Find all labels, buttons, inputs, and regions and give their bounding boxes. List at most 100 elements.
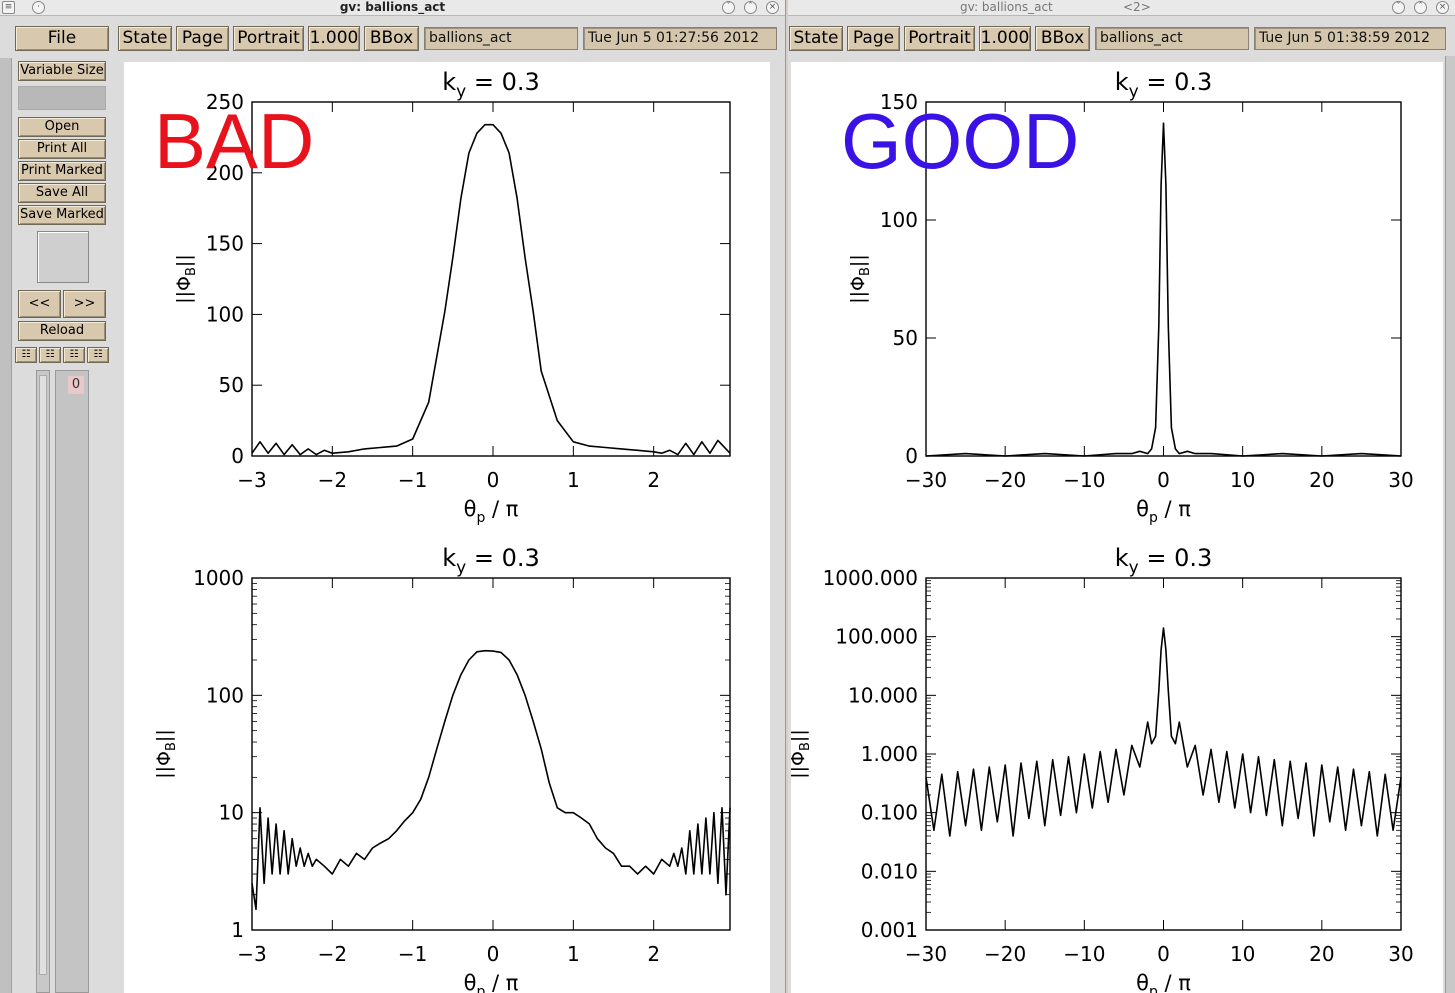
data-point (267, 452, 269, 454)
orientation-button[interactable]: Portrait (904, 26, 975, 51)
reload-button[interactable]: Reload (18, 321, 106, 341)
next-page-button[interactable]: >> (63, 290, 106, 318)
right-page-view[interactable]: ky = 0.3 −30 −20 −10 0 10 20 30 0 50 100 150 θp / π |… (791, 62, 1443, 993)
page-button[interactable]: Page (847, 26, 900, 51)
page-list-scrollbar[interactable] (36, 370, 50, 993)
x-tick-label: −30 (905, 942, 947, 966)
data-point (484, 124, 486, 126)
data-point (925, 776, 927, 778)
linear-good-plot: ky = 0.3 −30 −20 −10 0 10 20 30 0 50 100 150 θp / π |… (847, 68, 1414, 526)
data-point (1165, 649, 1167, 651)
bbox-button[interactable]: BBox (364, 26, 419, 51)
prev-page-button[interactable]: << (18, 290, 61, 318)
chart-title-sub: y (456, 558, 466, 578)
variable-size-button[interactable]: Variable Size (18, 61, 106, 81)
print-all-button[interactable]: Print All (18, 139, 106, 159)
scrollbar-thumb[interactable] (39, 375, 47, 975)
zoom-button[interactable]: 1.000 (308, 26, 360, 51)
data-point (1289, 760, 1291, 762)
data-point (1155, 427, 1156, 429)
data-point (677, 454, 679, 455)
x-axis-label-main: θ (464, 971, 477, 993)
shade-icon[interactable]: · (32, 1, 45, 14)
x-axis-label-rest: / π (485, 497, 518, 521)
x-tick-label: −1 (398, 468, 427, 492)
y-tick-label: 150 (206, 232, 244, 256)
y-axis-label: ||ΦB|| (153, 729, 179, 779)
scale-indicator (18, 86, 106, 110)
left-page-view[interactable]: ky = 0.3 −3 −2 −1 0 1 2 0 50 100 150 200 250 θp / π ||… (124, 62, 770, 993)
x-axis-label-main: θ (464, 497, 477, 521)
chart-title: ky = 0.3 (1115, 544, 1213, 578)
vertical-scrollbar[interactable] (1445, 56, 1455, 993)
page-list-item[interactable]: 0 (68, 376, 84, 394)
close-icon[interactable]: × (766, 1, 779, 14)
data-point (1345, 829, 1346, 831)
right-titlebar: gv: ballions_act <2> ˇ ˆ × (788, 0, 1455, 16)
toggle-odd-icon[interactable]: ☷ (15, 347, 37, 363)
data-point (492, 650, 494, 652)
data-point (1175, 743, 1176, 745)
data-point (1028, 818, 1030, 819)
data-point (681, 847, 683, 849)
y-axis-label-sub: B (184, 267, 199, 276)
chart-title-main: k (442, 68, 456, 96)
data-point (1060, 815, 1061, 816)
orientation-button[interactable]: Portrait (233, 26, 304, 51)
open-button[interactable]: Open (18, 117, 106, 137)
print-marked-button[interactable]: Print Marked (18, 161, 106, 181)
data-point (1158, 325, 1160, 327)
data-point (1068, 756, 1069, 758)
y-axis-label-end: || (791, 729, 809, 742)
good-overlay-label: GOOD (841, 97, 1080, 185)
data-point (516, 674, 518, 676)
data-point (725, 894, 727, 896)
data-point (1004, 764, 1006, 766)
y-tick-label: 10.000 (848, 683, 918, 707)
toggle-even-icon[interactable]: ☷ (39, 347, 61, 363)
y-tick-label: 1 (231, 918, 244, 942)
data-point (1353, 768, 1354, 770)
data-point (452, 257, 454, 259)
data-point (564, 812, 566, 814)
data-point (1281, 453, 1283, 454)
y-tick-label: 50 (893, 326, 918, 350)
bbox-button[interactable]: BBox (1035, 26, 1090, 51)
data-point (1376, 835, 1378, 837)
state-button[interactable]: State (118, 26, 172, 51)
data-point (1139, 766, 1141, 768)
page-panner[interactable] (37, 231, 89, 283)
data-point (1273, 759, 1275, 761)
data-point (1337, 766, 1339, 768)
unmark-all-icon[interactable]: ☷ (87, 347, 109, 363)
page-button[interactable]: Page (176, 26, 229, 51)
minimize-icon[interactable]: ˇ (722, 1, 735, 14)
window-menu-icon[interactable]: ≡ (2, 1, 15, 14)
data-point (372, 847, 373, 849)
data-point (1171, 735, 1172, 737)
data-point (685, 442, 687, 444)
data-point (669, 865, 671, 867)
chart-title-value: = 0.3 (466, 68, 540, 96)
data-point (468, 659, 470, 661)
save-all-button[interactable]: Save All (18, 183, 106, 203)
maximize-icon[interactable]: ˆ (1414, 1, 1427, 14)
data-point (1210, 749, 1212, 750)
data-point (1147, 453, 1149, 454)
chart-title: ky = 0.3 (442, 544, 540, 578)
save-marked-button[interactable]: Save Marked (18, 205, 106, 225)
x-axis-label: θp / π (464, 497, 519, 526)
file-menu-button[interactable]: File (15, 26, 109, 51)
y-axis-label: ||ΦB|| (173, 254, 199, 304)
minimize-icon[interactable]: ˇ (1392, 1, 1405, 14)
x-tick-label: −20 (984, 468, 1026, 492)
chart-title: ky = 0.3 (1115, 68, 1213, 102)
y-tick-label: 0 (905, 444, 918, 468)
zoom-button[interactable]: 1.000 (979, 26, 1031, 51)
data-point (1115, 749, 1117, 750)
maximize-icon[interactable]: ˆ (744, 1, 757, 14)
close-icon[interactable]: × (1436, 1, 1449, 14)
state-button[interactable]: State (789, 26, 843, 51)
mark-toggle-group: ☷ ☷ ☷ ☷ (15, 347, 111, 364)
toggle-current-icon[interactable]: ☷ (63, 347, 85, 363)
